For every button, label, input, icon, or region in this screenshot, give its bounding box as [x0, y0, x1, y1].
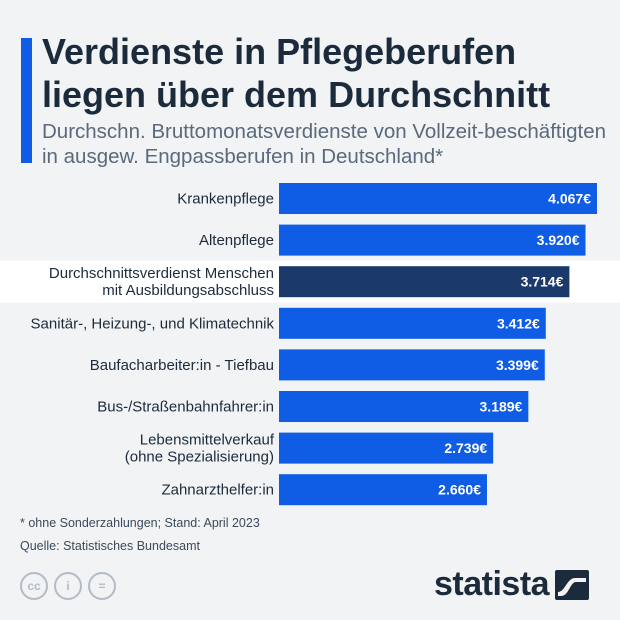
category-label-5: Bus-/Straßenbahnfahrer:in: [97, 399, 274, 416]
bar-1[interactable]: [279, 224, 586, 256]
bar-3[interactable]: [279, 307, 546, 339]
title-accent-bar: [21, 38, 32, 163]
bar-0[interactable]: [279, 183, 597, 214]
bar-2[interactable]: [279, 266, 570, 298]
bar-4[interactable]: [279, 349, 545, 381]
value-label-7: 2.660€: [438, 482, 481, 498]
category-label-1: Altenpflege: [199, 232, 274, 249]
value-label-6: 2.739€: [444, 440, 487, 456]
brand-name: statista: [434, 565, 550, 603]
bar-5[interactable]: [279, 391, 529, 422]
bar-6[interactable]: [279, 432, 494, 464]
category-label-4: Baufacharbeiter:in - Tiefbau: [90, 357, 274, 374]
category-label-0: Krankenpflege: [177, 191, 274, 208]
value-label-4: 3.399€: [496, 357, 539, 373]
category-label-7: Zahnarzthelfer:in: [161, 482, 274, 499]
statista-wave-icon: [555, 569, 590, 600]
value-label-0: 4.067€: [548, 191, 591, 207]
category-label-3: Sanitär-, Heizung-, und Klimatechnik: [31, 315, 275, 332]
footnote: * ohne Sonderzahlungen; Stand: April 202…: [20, 516, 260, 530]
bar-chart: 4.067€ Krankenpflege 3.920€ Altenpflege 3.71…: [0, 183, 620, 506]
person-icon[interactable]: i: [54, 572, 82, 600]
value-label-1: 3.920€: [537, 232, 580, 248]
value-label-3: 3.412€: [497, 315, 540, 331]
value-label-2: 3.714€: [521, 274, 564, 290]
page-subtitle: Durchschn. Bruttomonatsverdienste von Vo…: [42, 120, 607, 168]
value-label-5: 3.189€: [480, 399, 523, 415]
equals-icon[interactable]: =: [88, 572, 116, 600]
bar-7[interactable]: [279, 474, 487, 506]
license-icons: cc i =: [20, 572, 116, 600]
category-label-6: Lebensmittelverkauf (ohne Spezialisierung…: [125, 432, 275, 466]
statista-logo[interactable]: statista: [434, 565, 590, 604]
source-note: Quelle: Statistisches Bundesamt: [20, 539, 200, 553]
page-title: Verdienste in Pflegeberufen liegen über …: [42, 31, 551, 115]
category-label-2: Durchschnittsverdienst Menschen mit Ausbi…: [49, 265, 274, 299]
cc-icon[interactable]: cc: [20, 572, 48, 600]
